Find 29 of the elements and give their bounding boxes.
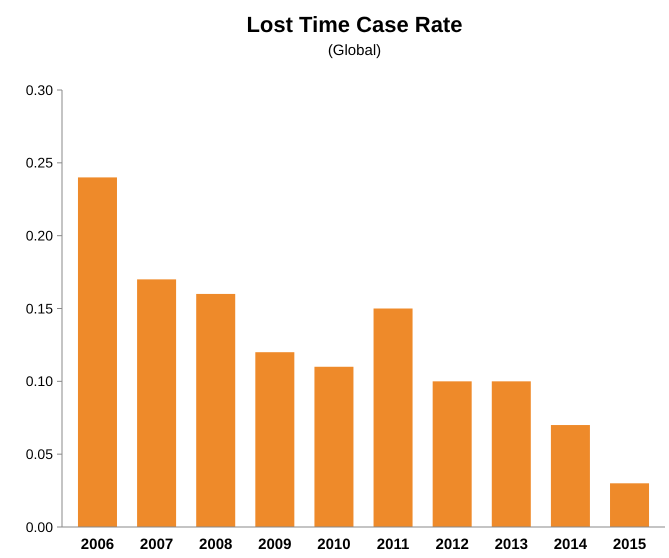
bar (432, 381, 472, 527)
bar (610, 483, 650, 527)
x-tick-label: 2008 (199, 536, 232, 553)
y-tick-label: 0.25 (26, 154, 54, 171)
chart-title: Lost Time Case Rate (246, 12, 463, 37)
bar (374, 308, 413, 527)
x-tick-label: 2012 (435, 536, 469, 553)
x-tick-label: 2013 (494, 536, 528, 553)
x-tick-label: 2007 (140, 536, 174, 553)
x-tick-label: 2011 (376, 536, 410, 553)
y-tick-label: 0.10 (26, 373, 54, 390)
bar (137, 279, 176, 527)
bar (550, 425, 590, 527)
bar (78, 177, 117, 527)
y-tick-label: 0.05 (26, 446, 54, 462)
bar (492, 381, 531, 527)
x-tick-label: 2015 (612, 536, 646, 553)
y-tick-label: 0.30 (26, 82, 54, 98)
bar (314, 366, 354, 527)
y-tick-label: 0.00 (26, 518, 54, 535)
x-tick-label: 2009 (258, 536, 292, 553)
chart-subtitle: (Global) (328, 42, 382, 59)
x-tick-label: 2010 (317, 536, 351, 553)
y-tick-label: 0.20 (26, 228, 54, 244)
x-tick-label: 2006 (80, 536, 114, 553)
bar (196, 294, 236, 527)
bar (255, 352, 294, 527)
x-tick-label: 2014 (554, 536, 588, 553)
y-tick-label: 0.15 (26, 300, 54, 316)
